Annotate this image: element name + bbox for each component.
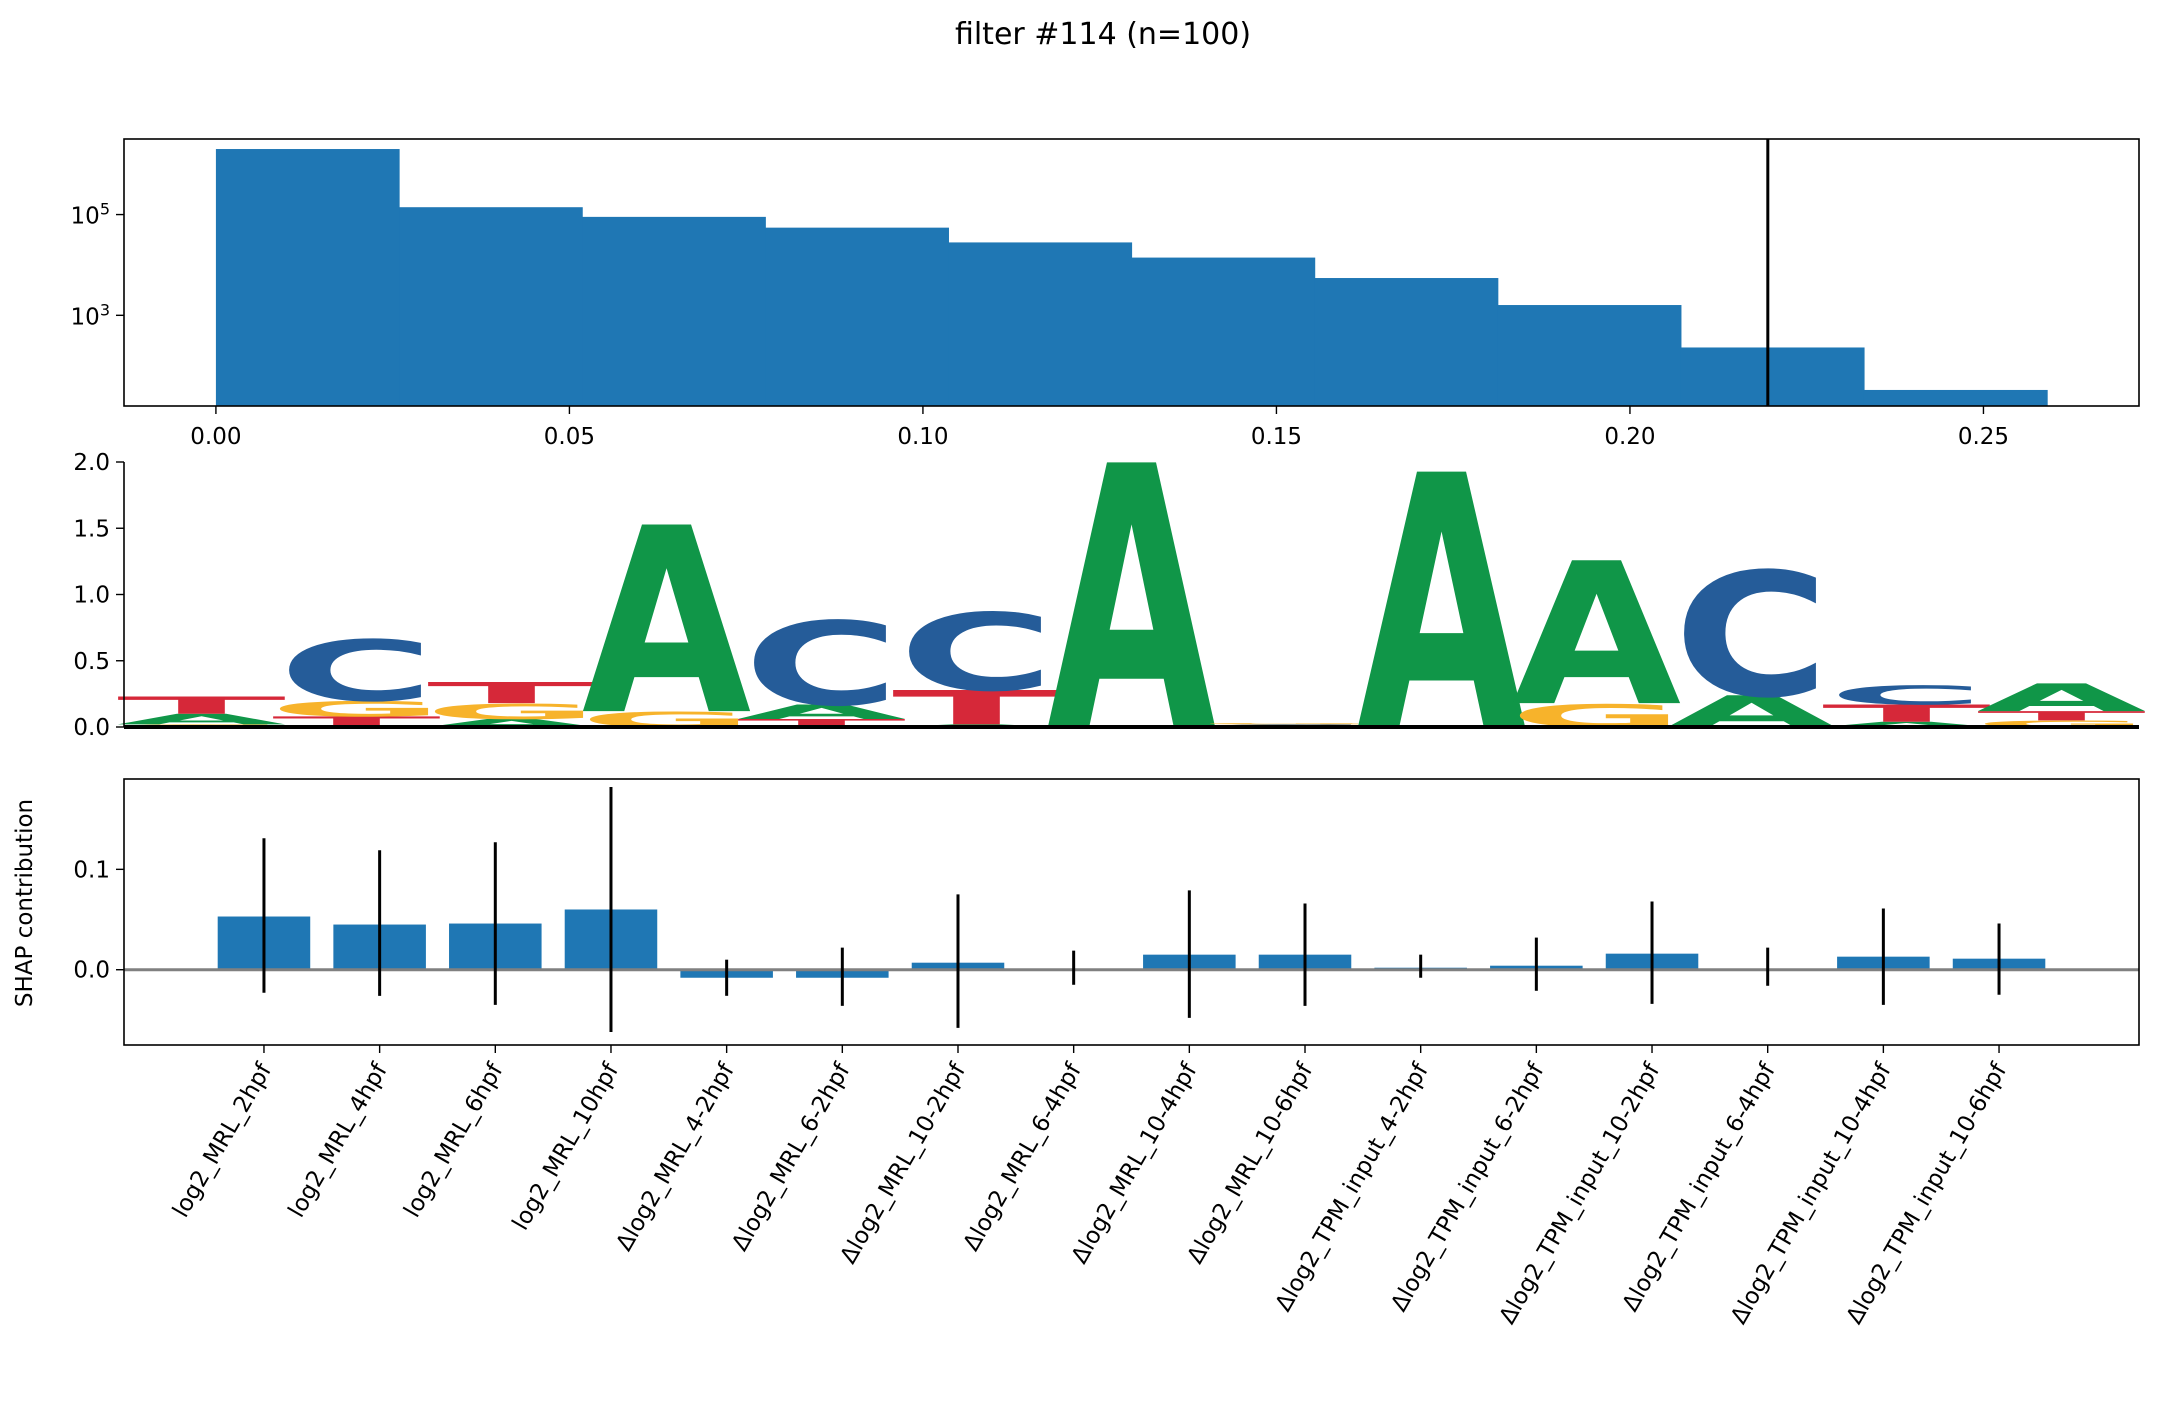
histogram-bin [765, 227, 949, 406]
histogram-bin [948, 242, 1133, 406]
shap-x-tick-label: Δlog2_MRL_4-2hpf [611, 1058, 740, 1255]
logo-stack-cell: G [1199, 723, 1373, 725]
shap-x-tick-label: Δlog2_MRL_10-4hpf [1067, 1058, 1203, 1268]
histogram-bin [215, 149, 400, 406]
histogram-bin [1314, 278, 1499, 406]
logo-stack-cell: A [1977, 676, 2146, 720]
histogram-frame [123, 138, 2140, 407]
logo-letter-A: A [1357, 402, 1528, 810]
logo-stack-cell: C [743, 598, 899, 732]
logo-stack-cell: T [1822, 700, 1991, 728]
histogram-x-tick-label: 0.25 [1958, 424, 2009, 450]
histogram-x-tick-label: 0.20 [1604, 424, 1655, 450]
motif-logo-panel: GATTGCAGTGATACATCACGAGAACATCGTA0.00.51.0… [73, 390, 2148, 813]
shap-y-axis-label: SHAP contribution [12, 799, 38, 1007]
histogram-x-tick-label: 0.10 [897, 424, 948, 450]
logo-y-tick-label: 0.0 [73, 715, 110, 741]
logo-stack-cell: T [117, 692, 286, 720]
logo-letter-T: T [427, 676, 596, 710]
logo-letter-C: C [1674, 537, 1830, 735]
figure-title: filter #114 (n=100) [955, 17, 1251, 52]
logo-stack-cell: G [1974, 719, 2148, 729]
logo-letter-G: G [424, 700, 598, 724]
logo-y-tick-label: 1.5 [73, 516, 110, 542]
logo-letter-C: C [1828, 680, 1984, 711]
logo-letter-C: C [743, 598, 899, 732]
logo-letter-A: A [582, 475, 751, 773]
logo-y-tick-label: 1.0 [73, 583, 110, 609]
logo-stack-cell: G [269, 697, 443, 721]
logo-stack-cell: C [1674, 537, 1830, 735]
logo-letter-T: T [1977, 709, 2146, 724]
logo-letter-G: G [269, 697, 443, 721]
logo-letter-G: G [1974, 719, 2148, 729]
logo-letter-T: T [117, 692, 286, 720]
logo-letter-A: A [1822, 720, 1992, 728]
logo-stack-cell: A [582, 475, 751, 773]
histogram-x-tick-label: 0.00 [190, 424, 241, 450]
logo-letter-A: A [1512, 521, 1681, 749]
histogram-bin [1497, 305, 1682, 406]
logo-stack-cell: A [1822, 720, 1992, 728]
logo-stack-cell: A [1357, 402, 1528, 810]
histogram-bin [1863, 389, 2048, 406]
logo-stack-cell: T [1977, 709, 2146, 724]
shap-x-tick-label: Δlog2_MRL_6-4hpf [958, 1058, 1087, 1255]
logo-letter-A: A [117, 711, 286, 728]
logo-stack-cell: A [117, 711, 286, 728]
shap-x-tick-label: Δlog2_MRL_6-2hpf [727, 1058, 856, 1255]
logo-letter-A: A [1977, 676, 2146, 720]
histogram-x-tick-label: 0.15 [1251, 424, 1302, 450]
logo-y-tick-label: 2.0 [73, 450, 110, 476]
logo-letter-G: G [1199, 723, 1373, 725]
logo-letter-T: T [1822, 700, 1991, 728]
histogram-x-tick-label: 0.05 [544, 424, 595, 450]
histogram-bin [582, 216, 766, 406]
logo-stack-cell: A [1512, 521, 1681, 749]
shap-x-tick-label: Δlog2_MRL_10-2hpf [835, 1058, 971, 1268]
histogram-y-tick-label: 105 [71, 200, 110, 230]
shap-y-tick-label: 0.1 [73, 857, 110, 883]
logo-stack-cell: T [427, 676, 596, 710]
shap-y-tick-label: 0.0 [73, 958, 110, 984]
logo-stack-cell: G [424, 700, 598, 724]
logo-stack-cell: A [1667, 687, 1836, 738]
logo-letter-A: A [1667, 687, 1836, 738]
histogram-bin [1680, 347, 1865, 406]
logo-stack-cell: C [1828, 680, 1984, 711]
logo-stack-cell: C [898, 591, 1054, 715]
histogram-y-tick-label: 103 [71, 300, 110, 330]
logo-stack-cell: C [279, 623, 435, 720]
logo-stack-cell: A [737, 701, 906, 724]
logo-letter-C: C [898, 591, 1054, 715]
logo-stack-cell: A [1047, 390, 1218, 813]
shap-x-tick-label: log2_MRL_10hpf [508, 1058, 625, 1234]
logo-letter-A: A [737, 701, 906, 724]
shap-x-tick-label: log2_MRL_2hpf [168, 1058, 278, 1222]
histogram-bin [1131, 257, 1316, 406]
logo-letter-A: A [1047, 390, 1218, 813]
histogram-panel: 0.00 0.05 0.10 0.15 0.20 0.25 105 103 [71, 138, 2140, 450]
logo-letter-C: C [279, 623, 435, 720]
shap-x-tick-label: log2_MRL_6hpf [399, 1058, 509, 1222]
shap-x-tick-label: Δlog2_MRL_10-6hpf [1182, 1058, 1318, 1268]
shap-x-tick-label: log2_MRL_4hpf [284, 1058, 394, 1222]
logo-y-tick-label: 0.5 [73, 649, 110, 675]
shap-frame [123, 778, 2140, 1046]
histogram-bin [399, 207, 583, 406]
